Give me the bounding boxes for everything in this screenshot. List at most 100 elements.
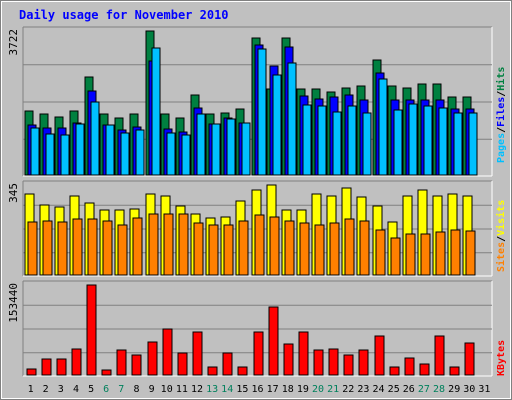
x-tick-label: 8: [133, 384, 139, 395]
legend-entry: /: [496, 127, 507, 133]
bar-sites: [57, 221, 68, 276]
bar-sites: [208, 224, 219, 276]
bar-pages: [120, 132, 130, 176]
x-tick-label: 24: [372, 384, 384, 395]
bar-kbytes: [328, 348, 339, 376]
bar-sites: [132, 217, 143, 276]
x-tick-label: 23: [357, 384, 369, 395]
x-tick-label: 26: [403, 384, 415, 395]
x-tick-label: 31: [478, 384, 490, 395]
legend-entry: Pages: [496, 133, 507, 163]
bar-kbytes: [222, 352, 233, 376]
bar-sites: [465, 230, 476, 276]
x-tick-label: 6: [103, 384, 109, 395]
x-tick-label: 21: [327, 384, 339, 395]
x-tick-label: 19: [297, 384, 309, 395]
bar-pages: [423, 105, 433, 176]
bar-kbytes: [313, 349, 324, 376]
bar-kbytes: [374, 335, 385, 376]
bar-kbytes: [162, 328, 173, 376]
bar-kbytes: [434, 335, 445, 376]
bar-pages: [211, 123, 221, 176]
bar-sites: [42, 220, 53, 276]
bar-sites: [178, 213, 189, 276]
bar-pages: [30, 127, 40, 176]
bar-sites: [27, 221, 38, 276]
chart-title: Daily usage for November 2010: [19, 8, 229, 22]
bar-kbytes: [237, 366, 248, 376]
bar-sites: [405, 233, 416, 276]
bar-sites: [238, 220, 249, 276]
series-legend-label: Sites/Visits: [495, 200, 507, 272]
x-tick-label: 11: [176, 384, 188, 395]
legend-entry: Hits: [495, 67, 507, 91]
bar-pages: [408, 103, 418, 176]
bar-kbytes: [283, 343, 294, 376]
bar-pages: [453, 112, 463, 176]
bar-kbytes: [26, 368, 37, 376]
x-tick-label: 12: [191, 384, 203, 395]
series-sites: [27, 213, 476, 276]
bar-kbytes: [268, 306, 279, 376]
bar-sites: [329, 222, 340, 276]
bar-pages: [332, 111, 342, 176]
bar-pages: [241, 122, 251, 176]
legend-entry: /: [496, 91, 507, 97]
x-tick-label: 13: [206, 384, 218, 395]
bar-kbytes: [41, 358, 52, 376]
bar-pages: [90, 101, 100, 176]
bar-sites: [375, 229, 386, 276]
bar-kbytes: [389, 366, 400, 376]
bar-pages: [257, 48, 267, 176]
bar-sites: [314, 224, 325, 276]
x-tick-label: 2: [43, 384, 49, 395]
bar-kbytes: [71, 348, 82, 376]
x-tick-label: 4: [73, 384, 79, 395]
bar-pages: [196, 113, 206, 176]
bar-pages: [75, 123, 85, 176]
bar-sites: [163, 213, 174, 276]
bar-kbytes: [101, 369, 112, 376]
bar-sites: [344, 218, 355, 276]
x-tick-label: 27: [418, 384, 430, 395]
bar-sites: [269, 216, 280, 276]
x-tick-label: 30: [463, 384, 475, 395]
panel-kbytes: 153440 KBytes: [7, 280, 507, 377]
bar-kbytes: [207, 366, 218, 376]
bar-pages: [287, 62, 297, 176]
bar-kbytes: [343, 354, 354, 376]
x-tick-label: 29: [448, 384, 460, 395]
bar-sites: [284, 220, 295, 276]
bar-pages: [105, 124, 115, 176]
bar-sites: [87, 218, 98, 276]
x-tick-label: 5: [88, 384, 94, 395]
legend-entry: Visits: [495, 200, 507, 236]
bar-kbytes: [116, 349, 127, 376]
x-tick-label: 7: [118, 384, 124, 395]
bar-sites: [72, 218, 83, 276]
y-max-label: 3722: [7, 29, 20, 56]
bar-pages: [166, 132, 176, 176]
x-tick-label: 20: [312, 384, 324, 395]
bar-pages: [393, 109, 403, 176]
x-tick-label: 16: [251, 384, 263, 395]
x-tick-label: 28: [433, 384, 445, 395]
bar-kbytes: [404, 357, 415, 376]
panel-visits_sites: 345 Sites/Visits: [7, 180, 507, 277]
legend-entry: KBytes: [496, 340, 507, 376]
x-tick-label: 9: [149, 384, 155, 395]
bar-pages: [438, 107, 448, 176]
bar-kbytes: [147, 341, 158, 376]
legend-entry: /: [496, 236, 507, 242]
x-tick-label: 3: [58, 384, 64, 395]
bar-pages: [45, 133, 55, 176]
bar-pages: [317, 105, 327, 176]
bar-sites: [223, 224, 234, 276]
bar-kbytes: [449, 366, 460, 376]
x-tick-label: 22: [342, 384, 354, 395]
bar-pages: [135, 129, 145, 176]
legend-entry: Sites: [495, 242, 507, 272]
